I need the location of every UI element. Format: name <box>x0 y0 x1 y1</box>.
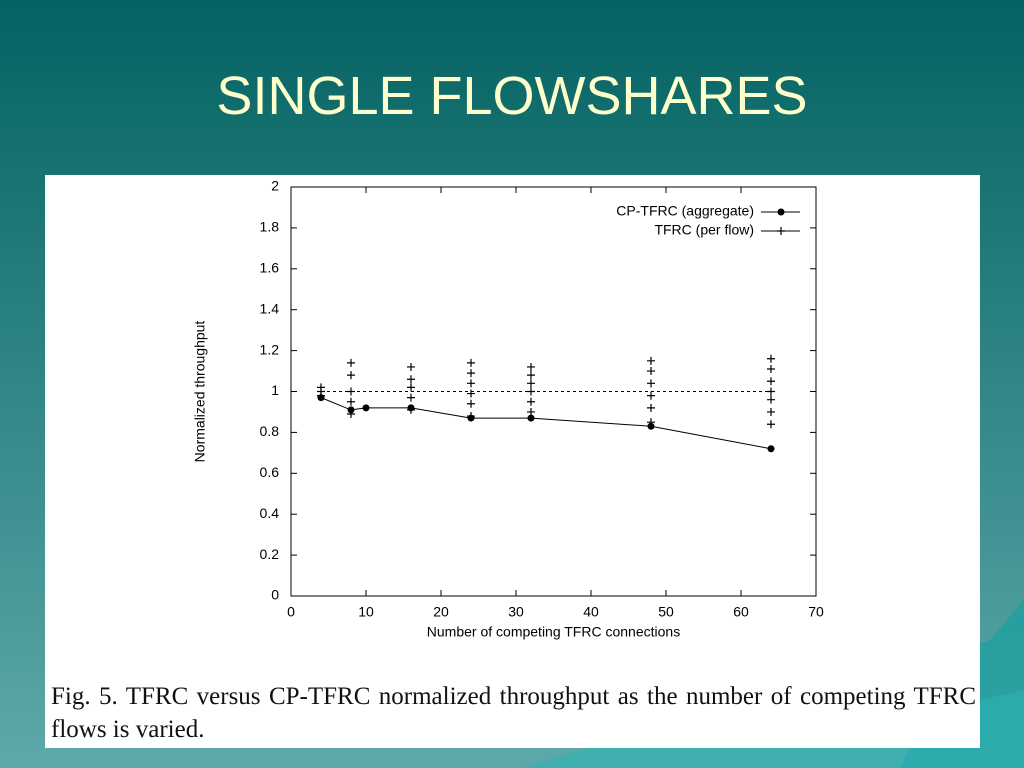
y-tick-label: 2 <box>271 178 279 194</box>
point <box>647 379 655 388</box>
point <box>467 412 475 421</box>
point <box>347 397 355 406</box>
point <box>347 387 355 396</box>
point <box>527 371 535 380</box>
figure-panel: 0 10 20 30 40 50 60 70 0 0.2 0.4 0.6 0.8 1 1.2 1.4 1.6 1.… <box>45 175 980 748</box>
point <box>362 404 370 412</box>
x-tick-label: 60 <box>733 604 749 620</box>
point <box>467 358 475 367</box>
point <box>407 393 415 402</box>
y-tick-label: 1.2 <box>260 341 280 357</box>
point <box>347 409 355 418</box>
point <box>467 389 475 398</box>
x-tick-label: 0 <box>287 604 295 620</box>
caption: Fig. 5. TFRC versus CP-TFRC normalized t… <box>51 683 976 743</box>
y-tick-label: 1 <box>271 382 279 398</box>
point <box>407 375 415 384</box>
point <box>467 369 475 378</box>
point <box>767 407 775 416</box>
x-axis-label: Number of competing TFRC connections <box>427 624 680 640</box>
x-tick-label: 40 <box>583 604 599 620</box>
legend-marker <box>777 208 785 216</box>
point <box>407 405 415 414</box>
point <box>467 379 475 388</box>
y-tick-label: 0.2 <box>260 546 280 562</box>
point <box>467 399 475 408</box>
slide-title: SINGLE FLOWSHARES <box>216 66 808 126</box>
point <box>527 362 535 371</box>
y-tick-label: 0 <box>271 587 279 603</box>
y-tick-label: 1.6 <box>260 260 280 276</box>
y-tick-label: 0.8 <box>260 423 280 439</box>
point <box>647 356 655 365</box>
point <box>767 387 775 396</box>
y-tick-label: 0.6 <box>260 464 280 480</box>
point <box>527 407 535 416</box>
point <box>647 418 655 427</box>
point <box>347 358 355 367</box>
point <box>347 371 355 380</box>
point <box>527 414 535 422</box>
chart: 0 10 20 30 40 50 60 70 0 0.2 0.4 0.6 0.8 1 1.2 1.4 1.6 1.… <box>192 178 824 640</box>
y-tick-label: 0.4 <box>260 505 280 521</box>
point <box>767 354 775 363</box>
point <box>527 397 535 406</box>
x-tick-label: 50 <box>658 604 674 620</box>
point <box>317 383 325 392</box>
legend-label: TFRC (per flow) <box>654 222 754 238</box>
point <box>527 387 535 396</box>
x-tick-label: 30 <box>508 604 524 620</box>
point <box>527 379 535 388</box>
point <box>767 420 775 429</box>
point <box>767 377 775 386</box>
point <box>767 365 775 374</box>
point <box>407 383 415 392</box>
y-axis-label: Normalized throughput <box>192 321 208 463</box>
series-line <box>320 397 772 450</box>
point <box>767 395 775 404</box>
point <box>647 403 655 412</box>
point <box>407 362 415 371</box>
x-tick-label: 20 <box>433 604 449 620</box>
legend-label: CP-TFRC (aggregate) <box>616 203 754 219</box>
y-tick-label: 1.4 <box>260 300 280 316</box>
point <box>647 391 655 400</box>
legend-marker <box>777 227 785 235</box>
point <box>647 367 655 376</box>
x-tick-label: 10 <box>358 604 374 620</box>
point <box>767 445 775 453</box>
x-tick-label: 70 <box>808 604 824 620</box>
y-tick-label: 1.8 <box>260 219 280 235</box>
